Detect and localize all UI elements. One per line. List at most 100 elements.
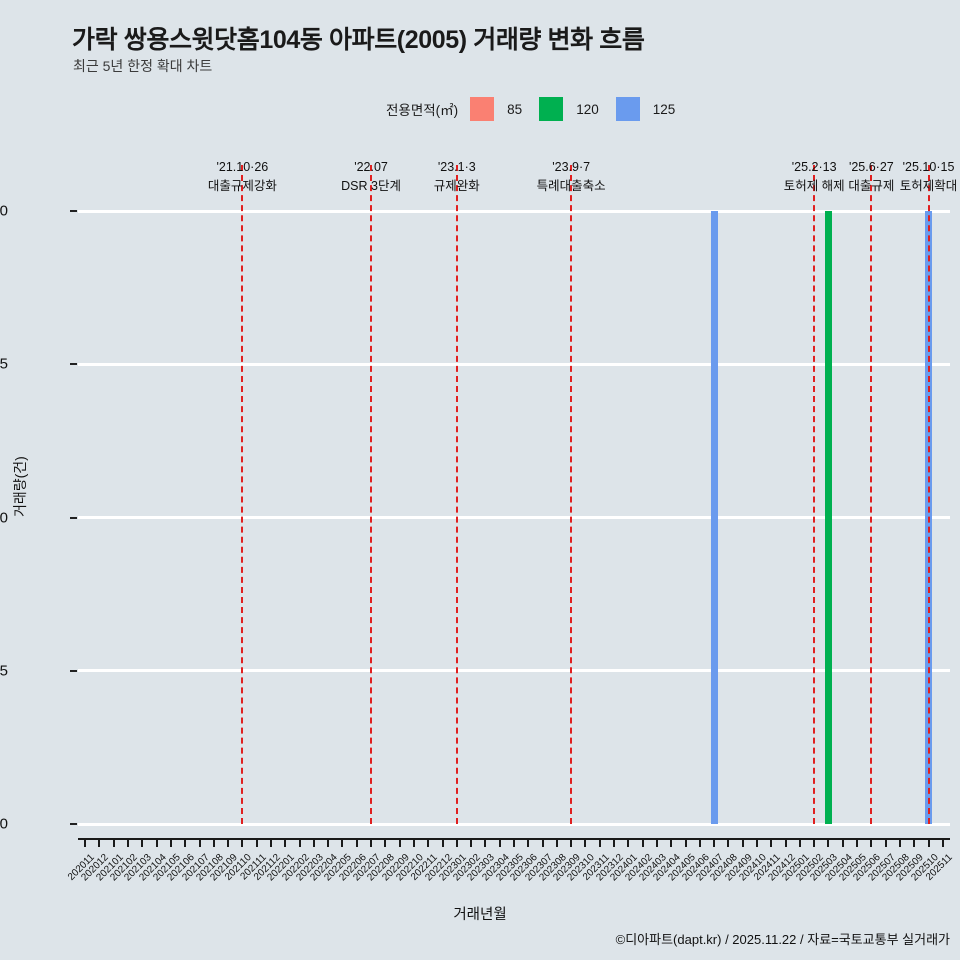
x-tick-mark [727,838,730,847]
x-tick-mark [498,838,501,847]
x-tick-mark [169,838,172,847]
page-subtitle: 최근 5년 한정 확대 차트 [73,58,213,74]
x-tick-mark [198,838,201,847]
bar[interactable] [710,211,718,824]
x-tick-mark [856,838,859,847]
x-tick-mark [884,838,887,847]
x-tick-mark [641,838,644,847]
x-tick-mark [827,838,830,847]
x-tick-mark [412,838,415,847]
gridline [78,822,950,826]
x-tick-mark [741,838,744,847]
x-tick-mark [255,838,258,847]
event-date: '25.6·27 [848,160,894,174]
event-line [241,165,244,824]
legend-label: 120 [576,101,599,117]
event-line [813,165,816,824]
x-tick-mark [298,838,301,847]
x-tick-mark [327,838,330,847]
x-tick-mark [184,838,187,847]
x-tick-mark [684,838,687,847]
page-title: 가락 쌍용스윗닷홈104동 아파트(2005) 거래량 변화 흐름 [72,26,645,54]
y-tick-mark [70,210,77,212]
chart-legend: 전용면적(㎡) 85 120 125 [386,96,692,122]
x-tick-mark [241,838,244,847]
x-tick-mark [470,838,473,847]
x-tick-mark [112,838,115,847]
x-tick-mark [570,838,573,847]
x-tick-mark [713,838,716,847]
x-tick-mark [155,838,158,847]
legend-item[interactable]: 85 [470,97,539,121]
x-tick-mark [312,838,315,847]
x-tick-mark [941,838,944,847]
legend-swatch [539,97,564,121]
event-line [455,165,458,824]
x-tick-mark [756,838,759,847]
x-tick-mark [455,838,458,847]
y-tick-label: 0.00 [0,815,8,833]
x-tick-mark [212,838,215,847]
x-tick-mark [627,838,630,847]
gridline [78,362,950,366]
x-tick-mark [227,838,230,847]
x-axis-title: 거래년월 [453,907,507,923]
event-desc: 대출규제 [848,179,895,194]
x-tick-mark [555,838,558,847]
x-tick-mark [698,838,701,847]
event-desc: 토허제확대 [899,179,958,194]
gridline [78,209,950,213]
event-line [570,165,573,824]
legend-item[interactable]: 125 [615,97,693,121]
event-line [370,165,373,824]
event-line [927,165,930,824]
x-tick-mark [127,838,130,847]
x-tick-mark [598,838,601,847]
x-tick-mark [841,838,844,847]
legend-label: 125 [652,101,676,117]
x-tick-mark [813,838,816,847]
x-tick-mark [770,838,773,847]
x-tick-mark [484,838,487,847]
x-tick-mark [527,838,530,847]
legend-swatch [615,97,640,121]
y-axis-title: 거래량(건) [12,456,28,517]
y-tick-mark [70,363,77,366]
x-tick-mark [398,838,401,847]
y-tick-mark [70,823,77,825]
legend-label: 85 [507,101,523,117]
gridline [78,516,950,519]
legend-item[interactable]: 120 [539,97,616,121]
x-tick-mark [341,838,344,847]
x-tick-mark [269,838,272,847]
event-date: '25.10·15 [902,160,955,174]
x-tick-mark [84,838,87,847]
x-tick-mark [355,838,358,847]
y-tick-label: 0.50 [0,509,8,526]
y-tick-mark [70,669,77,672]
x-tick-mark [913,838,916,847]
x-tick-mark [584,838,587,847]
x-tick-mark [441,838,444,847]
x-tick-mark [784,838,787,847]
x-tick-mark [798,838,801,847]
x-tick-mark [613,838,616,847]
y-tick-label: 0.75 [0,355,8,373]
x-tick-mark [541,838,544,847]
x-tick-mark [370,838,373,847]
x-tick-mark [898,838,901,847]
x-tick-mark [284,838,287,847]
event-annotation: '25.6·27 대출규제 [771,158,960,197]
x-tick-mark [141,838,144,847]
y-tick-label: 0.25 [0,662,8,680]
plot-area [78,165,950,826]
x-tick-mark [513,838,515,847]
x-tick-mark [927,838,930,847]
event-line [870,165,873,824]
footer-credit: ©디아파트(dapt.kr) / 2025.11.22 / 자료=국토교통부 실… [615,932,950,947]
x-tick-mark [670,838,673,847]
bar[interactable] [824,211,832,824]
legend-title: 전용면적(㎡) [386,103,459,118]
legend-swatch [470,97,495,121]
